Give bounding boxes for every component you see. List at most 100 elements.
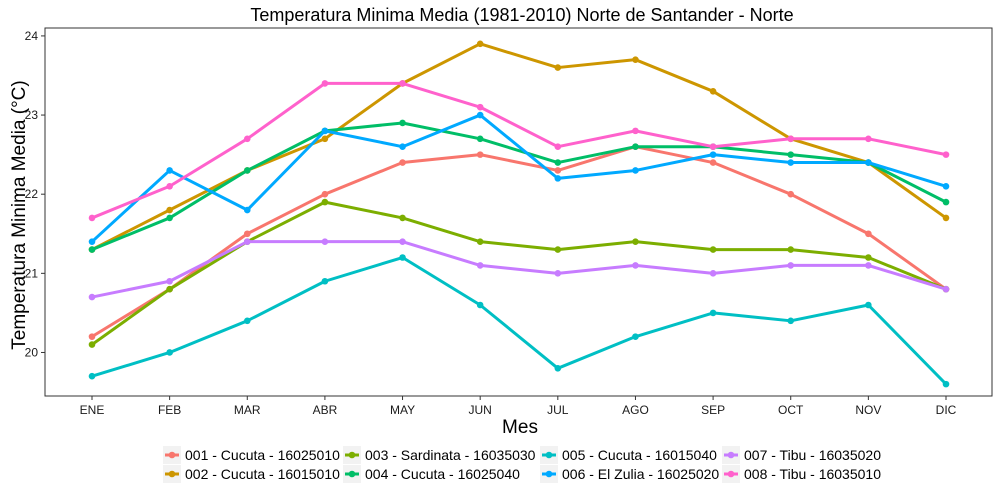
x-tick-label: AGO: [622, 403, 649, 417]
data-point: [322, 238, 329, 245]
data-point: [477, 262, 484, 269]
data-point: [477, 151, 484, 158]
data-point: [477, 238, 484, 245]
data-point: [710, 88, 717, 95]
data-point: [89, 215, 96, 222]
data-point: [89, 238, 96, 245]
data-point: [399, 215, 406, 222]
data-point: [710, 159, 717, 166]
data-point: [399, 159, 406, 166]
data-point: [787, 159, 794, 166]
data-point: [244, 207, 251, 214]
data-point: [865, 254, 872, 261]
data-point: [555, 246, 562, 253]
data-point: [322, 199, 329, 206]
legend: 001 - Cucuta - 16025010 002 - Cucuta - 16…: [163, 446, 881, 483]
chart-title: Temperatura Minima Media (1981-2010) Nor…: [250, 5, 793, 25]
data-point: [943, 381, 950, 388]
data-point: [787, 135, 794, 142]
x-tick-label: MAR: [234, 403, 261, 417]
data-point: [477, 41, 484, 48]
legend-item: 007 - Tibu - 16035020: [722, 446, 881, 464]
data-point: [477, 302, 484, 309]
data-point: [710, 246, 717, 253]
data-point: [710, 310, 717, 317]
data-point: [787, 246, 794, 253]
legend-key-point: [728, 471, 735, 478]
data-point: [244, 230, 251, 237]
data-point: [399, 254, 406, 261]
x-tick-label: JUN: [469, 403, 492, 417]
data-point: [244, 238, 251, 245]
legend-item: 004 - Cucuta - 16025040: [343, 465, 520, 483]
x-tick-label: MAY: [390, 403, 415, 417]
data-point: [166, 278, 173, 285]
data-point: [399, 238, 406, 245]
data-point: [555, 167, 562, 174]
legend-key-point: [546, 452, 553, 459]
data-point: [244, 167, 251, 174]
data-point: [477, 135, 484, 142]
plot-panel: [45, 28, 992, 396]
legend-item: 001 - Cucuta - 16025010: [163, 446, 340, 464]
data-point: [865, 230, 872, 237]
legend-label: 004 - Cucuta - 16025040: [365, 466, 520, 482]
legend-item: 005 - Cucuta - 16015040: [540, 446, 717, 464]
legend-label: 008 - Tibu - 16035010: [744, 466, 881, 482]
data-point: [555, 270, 562, 277]
data-point: [943, 151, 950, 158]
data-point: [166, 207, 173, 214]
legend-item: 003 - Sardinata - 16035030: [343, 446, 536, 464]
data-point: [943, 286, 950, 293]
x-tick-label: DIC: [936, 403, 957, 417]
data-point: [166, 349, 173, 356]
data-point: [555, 365, 562, 372]
data-point: [632, 167, 639, 174]
data-point: [399, 120, 406, 127]
x-tick-label: ENE: [80, 403, 105, 417]
data-point: [89, 373, 96, 380]
y-axis-title: Temperatura Minima Media (°C): [9, 80, 30, 349]
data-point: [244, 135, 251, 142]
data-point: [322, 191, 329, 198]
data-point: [865, 302, 872, 309]
legend-key-point: [546, 471, 553, 478]
data-point: [943, 183, 950, 190]
data-point: [322, 128, 329, 135]
legend-key-point: [349, 452, 356, 459]
x-tick-label: FEB: [158, 403, 181, 417]
data-point: [787, 191, 794, 198]
x-tick-label: NOV: [855, 403, 881, 417]
data-point: [244, 318, 251, 325]
x-tick-label: SEP: [701, 403, 725, 417]
data-point: [632, 143, 639, 150]
y-tick-label: 24: [25, 29, 39, 43]
data-point: [166, 215, 173, 222]
data-point: [89, 294, 96, 301]
legend-item: 006 - El Zulia - 16025020: [540, 465, 719, 483]
data-point: [865, 262, 872, 269]
x-axis-title: Mes: [502, 417, 538, 438]
data-point: [89, 333, 96, 340]
data-point: [865, 135, 872, 142]
legend-label: 005 - Cucuta - 16015040: [562, 447, 717, 463]
x-axis: ENE FEB MAR ABR MAY JUN JUL AGO SEP OCT NOV DIC: [80, 396, 957, 417]
legend-key-point: [728, 452, 735, 459]
data-point: [555, 159, 562, 166]
data-point: [787, 262, 794, 269]
data-point: [787, 151, 794, 158]
legend-key-point: [169, 452, 176, 459]
data-point: [710, 151, 717, 158]
data-point: [322, 80, 329, 87]
legend-label: 003 - Sardinata - 16035030: [365, 447, 536, 463]
data-point: [632, 333, 639, 340]
data-point: [710, 270, 717, 277]
data-point: [477, 104, 484, 111]
data-point: [632, 128, 639, 135]
x-tick-label: OCT: [778, 403, 804, 417]
legend-item: 002 - Cucuta - 16015010: [163, 465, 340, 483]
data-point: [89, 341, 96, 348]
legend-key-point: [169, 471, 176, 478]
data-point: [943, 199, 950, 206]
data-point: [632, 56, 639, 63]
